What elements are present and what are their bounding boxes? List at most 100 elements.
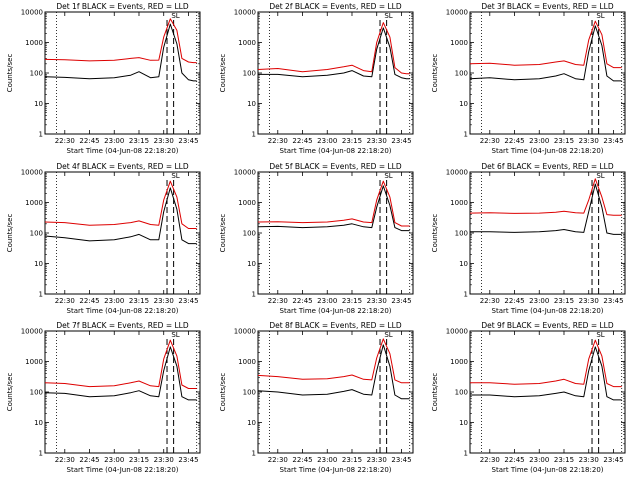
x-tick-label: 23:15 (342, 297, 362, 305)
y-tick-label: 100 (30, 230, 43, 238)
y-tick-label: 1000 (238, 358, 256, 366)
flag-label: SL (171, 12, 179, 20)
y-tick-label: 1000 (25, 39, 43, 47)
y-tick-label: 10 (247, 419, 256, 427)
x-tick-label: 23:30 (367, 297, 387, 305)
lld-rate-line (44, 339, 197, 389)
y-tick-label: 10 (34, 260, 43, 268)
y-tick-label: 1 (252, 131, 256, 139)
y-tick-label: 10 (34, 419, 43, 427)
y-tick-label: 1 (464, 450, 468, 458)
y-tick-label: 1000 (25, 358, 43, 366)
y-tick-label: 100 (455, 70, 468, 78)
x-tick-label: 23:00 (104, 456, 124, 464)
event-rate-line (44, 187, 197, 245)
x-axis-label: Start Time (04-Jun-08 22:18:20) (492, 147, 604, 155)
x-tick-label: 23:30 (154, 297, 174, 305)
event-rate-line (470, 183, 622, 235)
y-tick-label: 10 (459, 419, 468, 427)
chart-title: Det 2f BLACK = Events, RED = LLD (269, 2, 402, 11)
y-tick-label: 10 (247, 100, 256, 108)
chart-title: Det 7f BLACK = Events, RED = LLD (56, 321, 189, 330)
flag-label: SL (596, 331, 604, 339)
flag-label: SL (384, 172, 392, 180)
plot-frame (469, 171, 626, 295)
y-tick-label: 1000 (450, 358, 468, 366)
y-tick-label: 10000 (446, 169, 468, 177)
y-tick-label: 1000 (25, 199, 43, 207)
y-axis-label: Counts/sec (219, 54, 227, 93)
x-tick-label: 22:30 (268, 297, 288, 305)
event-rate-line (257, 344, 410, 400)
x-tick-label: 23:45 (603, 137, 623, 145)
y-tick-label: 10 (247, 260, 256, 268)
event-rate-line (44, 346, 197, 401)
x-tick-label: 22:30 (55, 456, 75, 464)
plot-frame (257, 11, 414, 135)
x-tick-label: 22:30 (268, 137, 288, 145)
plot-frame (44, 171, 201, 295)
y-tick-label: 10000 (234, 328, 256, 336)
x-tick-label: 23:30 (579, 456, 599, 464)
x-tick-label: 22:45 (292, 297, 312, 305)
y-tick-label: 1000 (238, 199, 256, 207)
x-tick-label: 23:15 (342, 137, 362, 145)
x-tick-label: 23:30 (579, 137, 599, 145)
event-rate-line (470, 346, 622, 401)
x-tick-label: 23:45 (391, 456, 411, 464)
x-tick-label: 22:30 (268, 456, 288, 464)
x-tick-label: 23:00 (104, 137, 124, 145)
event-rate-line (44, 23, 197, 82)
x-axis-label: Start Time (04-Jun-08 22:18:20) (67, 307, 179, 315)
lld-rate-line (469, 178, 622, 216)
x-tick-label: 22:45 (504, 297, 524, 305)
y-tick-label: 10000 (21, 328, 43, 336)
x-tick-label: 22:30 (480, 297, 500, 305)
x-tick-label: 23:00 (529, 297, 549, 305)
y-tick-label: 10 (459, 100, 468, 108)
chart-title: Det 1f BLACK = Events, RED = LLD (56, 2, 189, 11)
y-tick-label: 100 (455, 230, 468, 238)
x-tick-label: 22:45 (292, 456, 312, 464)
y-tick-label: 1000 (450, 199, 468, 207)
y-tick-label: 100 (30, 389, 43, 397)
x-tick-label: 23:15 (554, 297, 574, 305)
x-tick-label: 23:30 (154, 137, 174, 145)
y-tick-label: 10000 (234, 9, 256, 17)
y-tick-label: 1 (39, 450, 43, 458)
flag-label: SL (596, 172, 604, 180)
flag-label: SL (171, 331, 179, 339)
x-tick-label: 22:30 (480, 456, 500, 464)
y-tick-label: 100 (455, 389, 468, 397)
y-tick-label: 10000 (234, 169, 256, 177)
x-axis-label: Start Time (04-Jun-08 22:18:20) (280, 466, 392, 474)
x-tick-label: 23:00 (317, 137, 337, 145)
chart-title: Det 5f BLACK = Events, RED = LLD (269, 162, 402, 171)
plot-frame (469, 330, 626, 454)
x-axis-label: Start Time (04-Jun-08 22:18:20) (67, 466, 179, 474)
x-tick-label: 22:45 (79, 137, 99, 145)
y-tick-label: 1000 (238, 39, 256, 47)
x-tick-label: 23:45 (391, 137, 411, 145)
x-tick-label: 23:30 (154, 456, 174, 464)
x-tick-label: 23:45 (603, 456, 623, 464)
chart-title: Det 9f BLACK = Events, RED = LLD (481, 321, 614, 330)
x-tick-label: 23:15 (554, 137, 574, 145)
chart-title: Det 8f BLACK = Events, RED = LLD (269, 321, 402, 330)
x-tick-label: 23:00 (317, 456, 337, 464)
chart-title: Det 3f BLACK = Events, RED = LLD (481, 2, 614, 11)
chart-title: Det 4f BLACK = Events, RED = LLD (56, 162, 189, 171)
chart-title: Det 6f BLACK = Events, RED = LLD (481, 162, 614, 171)
y-tick-label: 1 (464, 131, 468, 139)
x-tick-label: 23:00 (104, 297, 124, 305)
lld-rate-line (257, 180, 410, 227)
flag-label: SL (171, 172, 179, 180)
x-tick-label: 22:30 (55, 137, 75, 145)
flag-label: SL (384, 331, 392, 339)
x-tick-label: 23:00 (529, 137, 549, 145)
